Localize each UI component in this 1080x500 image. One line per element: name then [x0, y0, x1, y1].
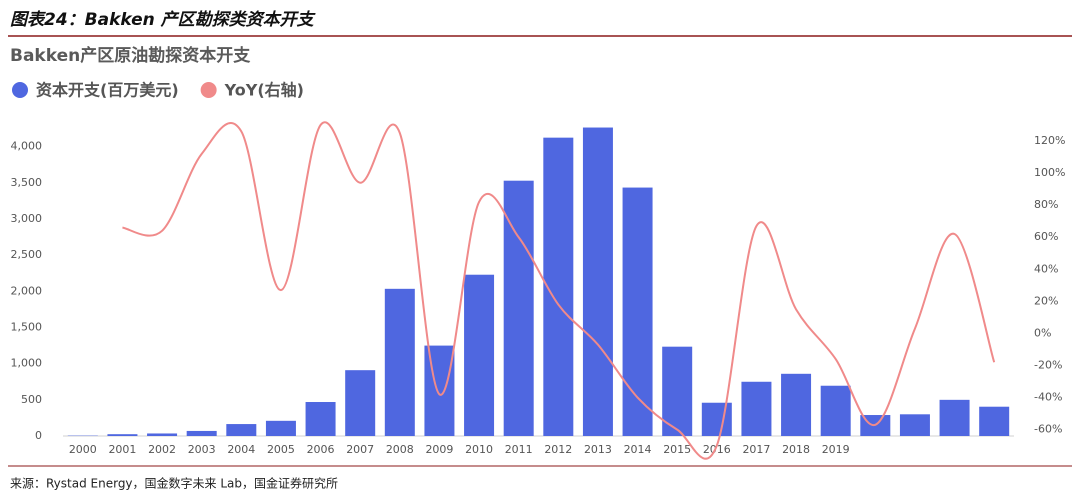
- y2-tick-label: 100%: [1034, 166, 1065, 179]
- bar: [939, 399, 970, 436]
- y-tick-label: 2,500: [11, 248, 43, 261]
- bar: [147, 433, 178, 436]
- y2-tick-label: 40%: [1034, 262, 1058, 275]
- chart-title: Bakken产区原油勘探资本开支: [10, 45, 251, 66]
- x-tick-label: 2015: [663, 443, 691, 456]
- x-tick-label: 2016: [703, 443, 731, 456]
- x-tick-label: 2008: [386, 443, 414, 456]
- bar: [464, 274, 495, 436]
- y-tick-label: 500: [21, 393, 42, 406]
- x-tick-label: 2002: [148, 443, 176, 456]
- bar: [979, 406, 1010, 436]
- x-tick-label: 2007: [346, 443, 374, 456]
- bar: [345, 370, 376, 436]
- x-tick-label: 2005: [267, 443, 295, 456]
- x-tick-label: 2014: [624, 443, 652, 456]
- y2-tick-label: -40%: [1034, 391, 1062, 404]
- x-tick-label: 2003: [188, 443, 216, 456]
- legend-label: 资本开支(百万美元): [36, 81, 179, 100]
- bar: [820, 385, 851, 436]
- y2-tick-label: 60%: [1034, 230, 1058, 243]
- bar: [265, 420, 296, 436]
- bar: [424, 345, 455, 436]
- y-tick-label: 0: [35, 429, 42, 442]
- y2-tick-label: 80%: [1034, 198, 1058, 211]
- x-tick-label: 2012: [544, 443, 572, 456]
- x-tick-label: 2009: [425, 443, 453, 456]
- bar: [503, 180, 534, 436]
- y2-tick-label: 120%: [1034, 134, 1065, 147]
- x-tick-label: 2010: [465, 443, 493, 456]
- y2-tick-label: -20%: [1034, 358, 1062, 371]
- bar: [107, 434, 138, 436]
- bar: [305, 402, 336, 436]
- y2-tick-label: -60%: [1034, 423, 1062, 436]
- bar: [226, 424, 257, 436]
- x-tick-label: 2006: [307, 443, 335, 456]
- x-tick-label: 2011: [505, 443, 533, 456]
- bar: [384, 288, 415, 436]
- x-tick-label: 2000: [69, 443, 97, 456]
- legend-swatch: [200, 82, 217, 98]
- x-tick-label: 2001: [108, 443, 136, 456]
- y2-tick-label: 20%: [1034, 294, 1058, 307]
- y-tick-label: 1,500: [11, 321, 43, 334]
- y-tick-label: 1,000: [11, 357, 43, 370]
- y-tick-label: 2,000: [11, 284, 43, 297]
- source-note: 来源：Rystad Energy，国金数字未来 Lab，国金证券研究所: [10, 476, 338, 491]
- bar: [781, 373, 812, 436]
- bar: [899, 414, 930, 436]
- x-tick-label: 2018: [782, 443, 810, 456]
- bar: [741, 381, 772, 436]
- y-tick-label: 3,000: [11, 212, 43, 225]
- y2-tick-label: 0%: [1034, 326, 1051, 339]
- y-tick-label: 4,000: [11, 140, 43, 153]
- line: [122, 121, 996, 460]
- bar: [582, 127, 613, 436]
- x-tick-label: 2019: [822, 443, 850, 456]
- y-tick-label: 3,500: [11, 176, 43, 189]
- bar: [186, 430, 217, 436]
- bar: [662, 346, 693, 436]
- bar: [701, 402, 732, 436]
- legend-label: YoY(右轴): [224, 81, 304, 100]
- bar: [622, 187, 653, 436]
- figure-label: 图表24：Bakken 产区勘探类资本开支: [10, 10, 316, 30]
- legend-swatch: [12, 82, 28, 98]
- x-tick-label: 2013: [584, 443, 612, 456]
- x-tick-label: 2004: [227, 443, 255, 456]
- x-tick-label: 2017: [742, 443, 770, 456]
